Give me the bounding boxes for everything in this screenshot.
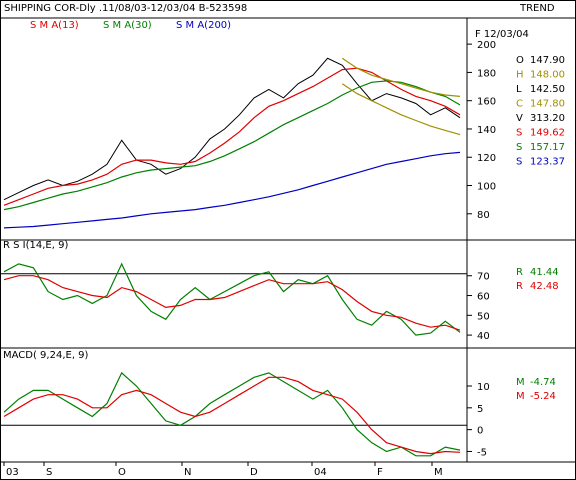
readout-key: R xyxy=(516,281,523,292)
trend-label: TREND xyxy=(519,3,555,14)
x-tick-label: 03 xyxy=(6,467,19,478)
y-tick-label: 100 xyxy=(477,182,496,193)
series-line-2 xyxy=(3,376,461,455)
readout-key: V xyxy=(516,113,523,124)
series-line-3 xyxy=(3,80,461,211)
series-line-1 xyxy=(3,371,461,457)
macd-panel: -5 0 5 10 xyxy=(0,371,490,458)
legend-sma200: S M A(200) xyxy=(176,20,231,31)
x-tick-label: M xyxy=(434,467,443,478)
y-tick-label: 120 xyxy=(477,153,496,164)
y-tick-label: -5 xyxy=(477,447,487,458)
series-line-2 xyxy=(3,275,461,331)
legend-sma30: S M A(30) xyxy=(103,20,152,31)
x-axis: 03 S O N D 04 F M xyxy=(3,462,443,478)
x-tick-label: 04 xyxy=(314,467,327,478)
readout-key: O xyxy=(516,55,524,66)
price-panel: 80 100 120 140 160 180 200 xyxy=(3,40,496,229)
x-tick-label: S xyxy=(46,467,52,478)
readout-key: M xyxy=(516,391,525,402)
series-line-4 xyxy=(3,151,461,229)
legend-sma13: S M A(13) xyxy=(30,20,79,31)
readout-value: 148.00 xyxy=(530,70,565,81)
series-line-5 xyxy=(341,57,461,97)
y-tick-label: 60 xyxy=(477,292,490,303)
chart-title: SHIPPING COR-Dly .11/08/03-12/03/04 B-52… xyxy=(4,3,247,14)
readout-value: -4.74 xyxy=(530,377,556,388)
y-tick-label: 10 xyxy=(477,382,490,393)
x-tick-label: O xyxy=(118,467,126,478)
readout-key: S xyxy=(516,142,522,153)
macd-title: MACD( 9,24,E, 9) xyxy=(3,350,89,361)
price-readout: O 147.90 H 148.00 L 142.50 C 147.80 V 313.20 S 149.… xyxy=(516,55,565,168)
readout-value: 41.44 xyxy=(530,267,559,278)
series-line-1 xyxy=(3,57,461,201)
rsi-panel: 40 50 60 70 xyxy=(0,262,490,342)
y-tick-label: 5 xyxy=(477,404,483,415)
readout-value: 123.37 xyxy=(530,157,565,168)
y-tick-label: 200 xyxy=(477,40,496,51)
x-tick-label: N xyxy=(184,467,191,478)
y-tick-label: 40 xyxy=(477,331,490,342)
series-line-1 xyxy=(3,262,461,336)
y-tick-label: 140 xyxy=(477,125,496,136)
series-line-2 xyxy=(3,67,461,206)
y-tick-label: 0 xyxy=(477,426,483,437)
y-tick-label: 50 xyxy=(477,311,490,322)
y-tick-label: 160 xyxy=(477,97,496,108)
readout-value: 142.50 xyxy=(530,84,565,95)
readout-key: M xyxy=(516,377,525,388)
y-tick-label: 180 xyxy=(477,68,496,79)
readout-value: 157.17 xyxy=(530,142,565,153)
readout-key: L xyxy=(516,84,522,95)
readout-value: 147.80 xyxy=(530,99,565,110)
readout-value: 149.62 xyxy=(530,128,565,139)
readout-key: R xyxy=(516,267,523,278)
readout-key: S xyxy=(516,128,522,139)
x-tick-label: D xyxy=(250,467,258,478)
y-tick-label: 70 xyxy=(477,272,490,283)
series-line-6 xyxy=(341,83,461,136)
rsi-readout: R 41.44 R 42.48 xyxy=(516,267,559,292)
macd-readout: M -4.74 M -5.24 xyxy=(516,377,556,402)
readout-value: 42.48 xyxy=(530,281,559,292)
readout-value: 147.90 xyxy=(530,55,565,66)
readout-value: -5.24 xyxy=(530,391,556,402)
readout-key: H xyxy=(516,70,524,81)
y-tick-label: 80 xyxy=(477,210,490,221)
readout-key: C xyxy=(516,99,523,110)
rsi-title: R S I(14,E, 9) xyxy=(3,240,68,251)
date-label: F 12/03/04 xyxy=(475,29,529,40)
readout-value: 313.20 xyxy=(530,113,565,124)
readout-key: S xyxy=(516,157,522,168)
x-tick-label: F xyxy=(377,467,383,478)
